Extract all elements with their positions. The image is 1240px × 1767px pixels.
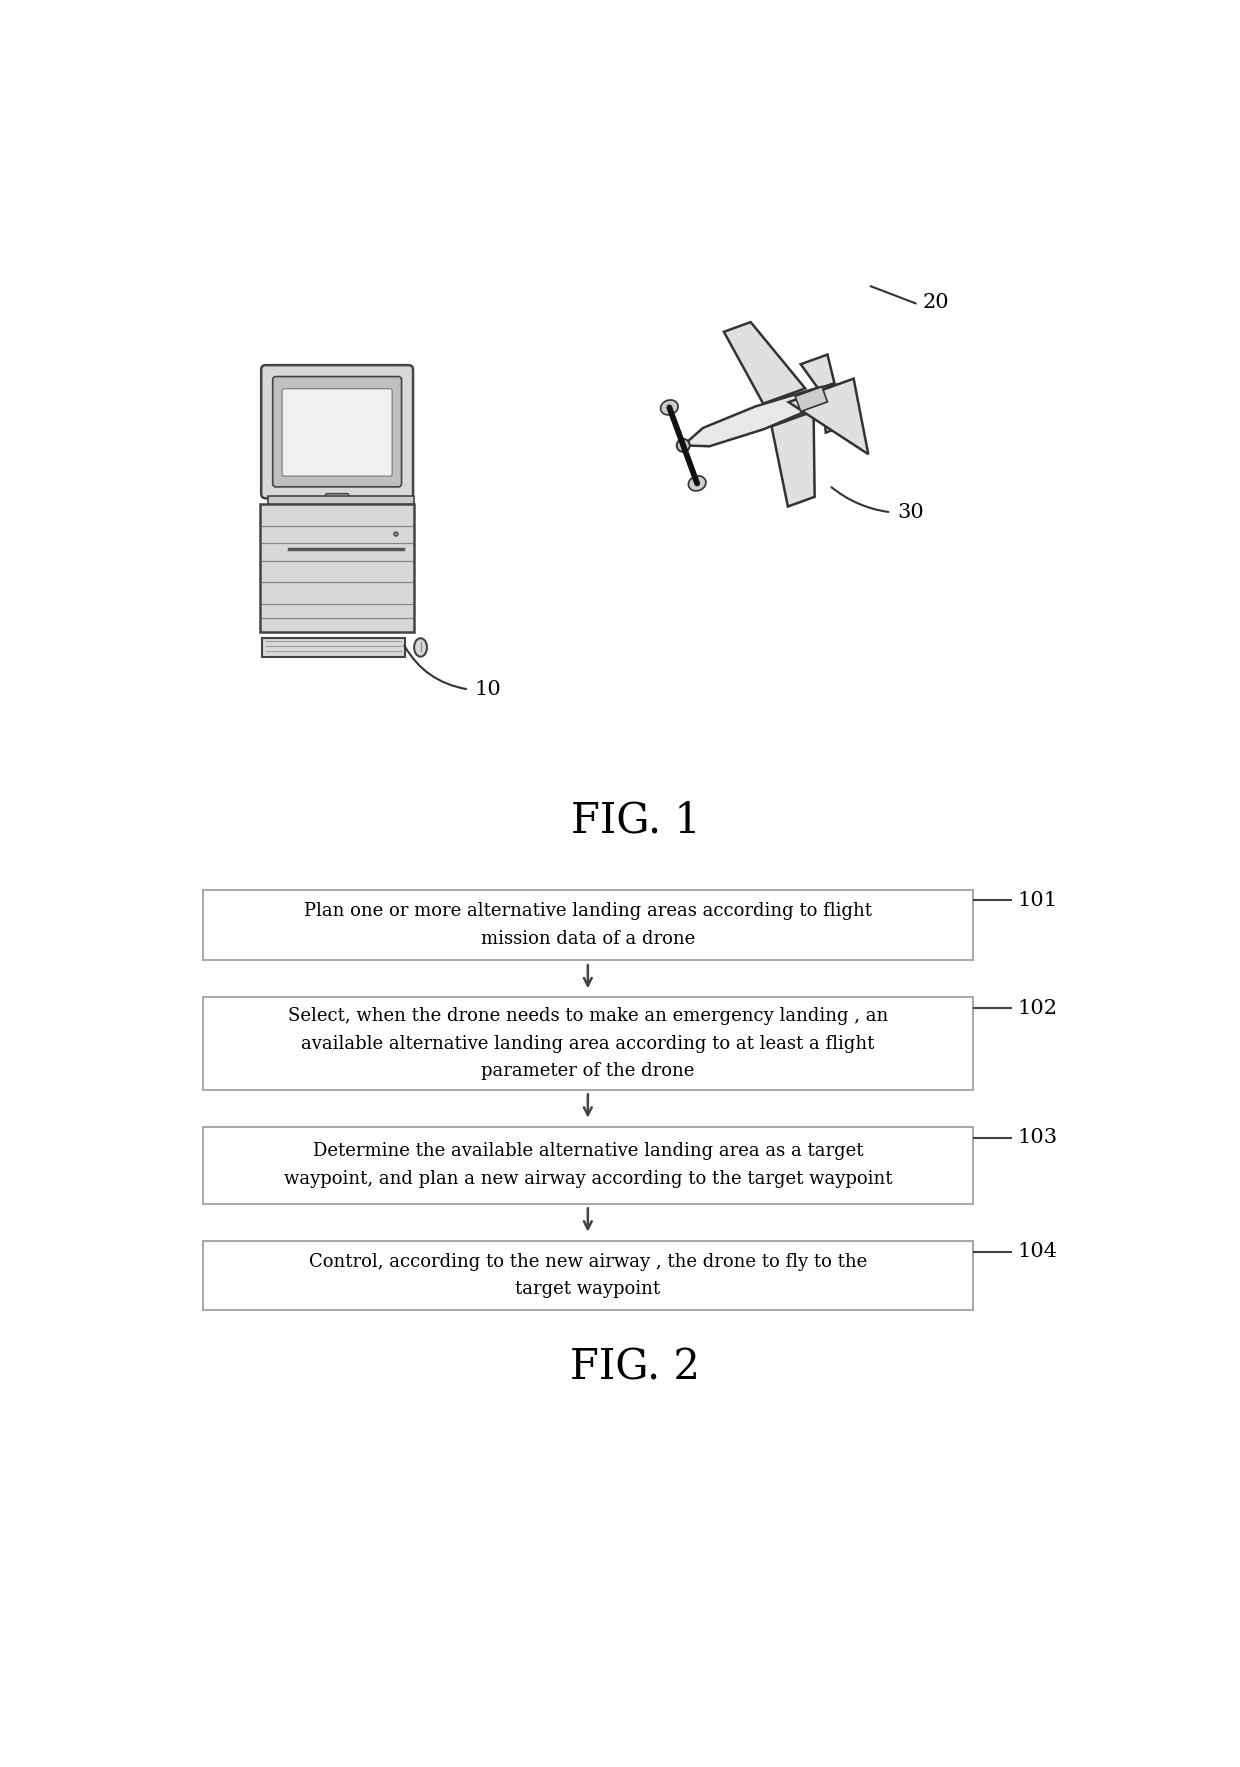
Text: 104: 104	[1018, 1242, 1058, 1262]
Text: 103: 103	[1018, 1127, 1058, 1147]
Text: Plan one or more alternative landing areas according to flight
mission data of a: Plan one or more alternative landing are…	[304, 903, 872, 947]
Text: 20: 20	[923, 293, 949, 313]
FancyBboxPatch shape	[203, 1240, 972, 1309]
FancyBboxPatch shape	[203, 1127, 972, 1203]
FancyBboxPatch shape	[273, 376, 402, 488]
Polygon shape	[801, 355, 835, 389]
FancyBboxPatch shape	[262, 366, 413, 498]
Polygon shape	[795, 387, 827, 412]
Text: Control, according to the new airway , the drone to fly to the
target waypoint: Control, according to the new airway , t…	[309, 1253, 867, 1299]
FancyBboxPatch shape	[203, 997, 972, 1090]
Text: FIG. 2: FIG. 2	[570, 1346, 701, 1389]
Text: Determine the available alternative landing area as a target
waypoint, and plan : Determine the available alternative land…	[284, 1143, 892, 1187]
Ellipse shape	[661, 399, 678, 415]
Ellipse shape	[394, 532, 398, 535]
Polygon shape	[724, 322, 805, 403]
Text: 30: 30	[898, 504, 924, 521]
Text: FIG. 1: FIG. 1	[570, 799, 701, 841]
Text: 101: 101	[1018, 891, 1058, 910]
FancyBboxPatch shape	[260, 504, 414, 633]
FancyBboxPatch shape	[203, 889, 972, 961]
Polygon shape	[683, 382, 852, 447]
Text: 10: 10	[474, 680, 501, 700]
FancyBboxPatch shape	[263, 638, 404, 657]
Polygon shape	[771, 412, 815, 507]
Ellipse shape	[677, 438, 689, 452]
Ellipse shape	[414, 638, 427, 657]
Text: 102: 102	[1018, 998, 1058, 1018]
Ellipse shape	[688, 475, 706, 491]
FancyBboxPatch shape	[268, 497, 414, 504]
FancyBboxPatch shape	[281, 389, 392, 475]
Polygon shape	[789, 378, 868, 454]
Polygon shape	[823, 396, 853, 433]
Text: Select, when the drone needs to make an emergency landing , an
available alterna: Select, when the drone needs to make an …	[288, 1007, 888, 1080]
Polygon shape	[320, 493, 355, 504]
